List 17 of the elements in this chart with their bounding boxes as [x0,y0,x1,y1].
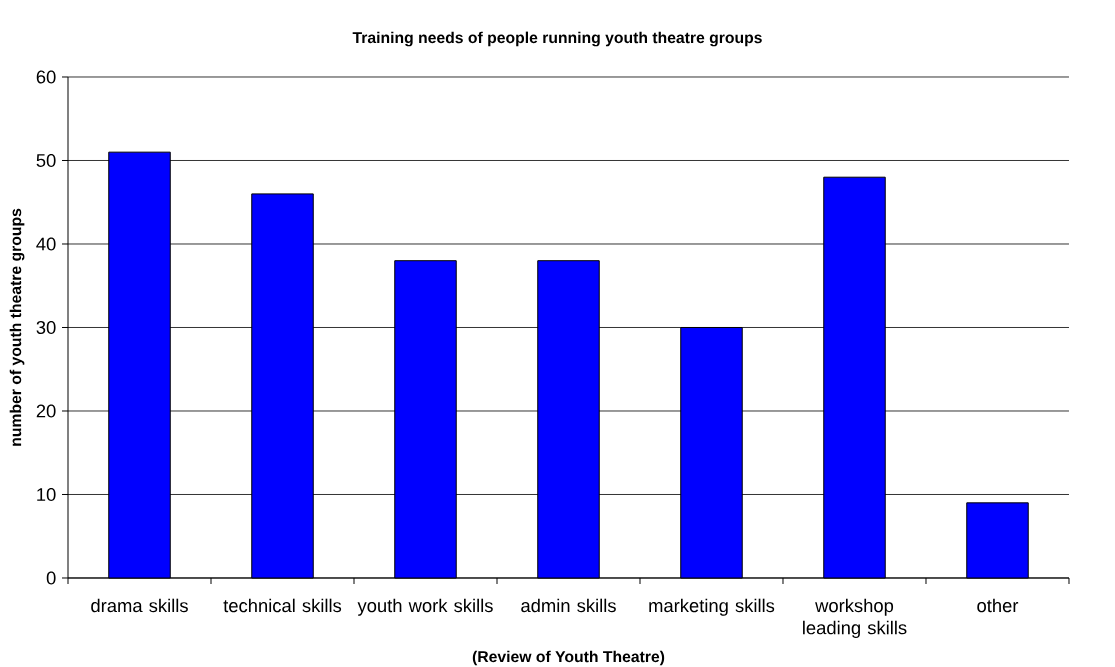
x-tick-label: drama skills [91,598,188,613]
x-tick-label: marketing skills [649,598,775,616]
y-tick-label: 30 [36,320,56,335]
y-tick-label: 10 [37,487,56,502]
x-tick-label: other [977,598,1019,613]
x-tick-label: technical skills [223,598,342,613]
y-axis-title: number of youth theatre groups [9,208,25,446]
y-tick-label: 0 [46,571,56,585]
y-tick-label: 20 [36,404,56,418]
y-tick-label: 40 [36,237,56,251]
y-tick-label: 60 [36,70,56,84]
x-tick-label: workshop leading skills [803,598,907,638]
x-axis-title: (Review of Youth Theatre) [472,650,665,666]
chart-title: Training needs of people running youth theatre groups [352,31,762,47]
x-tick-label: youth work skills [357,598,493,616]
y-tick-label: 50 [36,153,56,168]
x-tick-label: admin skills [521,598,616,613]
